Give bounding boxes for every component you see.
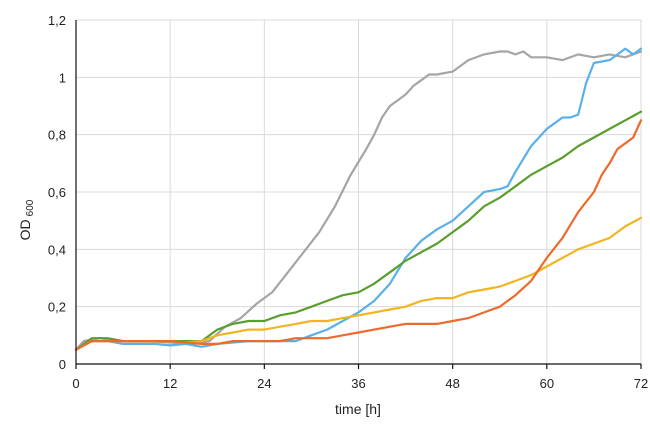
x-axis-title: time [h] bbox=[335, 401, 381, 417]
y-tick-label: 0 bbox=[59, 357, 66, 372]
series-line-2 bbox=[74, 47, 643, 351]
series-line-1 bbox=[74, 50, 643, 351]
x-tick-label: 0 bbox=[72, 376, 79, 391]
x-tick-label: 36 bbox=[351, 376, 365, 391]
y-axis-title: OD 600 bbox=[17, 199, 36, 240]
x-tick-label: 60 bbox=[540, 376, 554, 391]
y-tick-label: 0,8 bbox=[48, 128, 66, 143]
y-tick-label: 1 bbox=[59, 70, 66, 85]
series-line-5 bbox=[74, 119, 643, 351]
y-axis-title-main: OD bbox=[17, 219, 33, 240]
series-lines bbox=[74, 47, 643, 351]
y-axis-title-subscript: 600 bbox=[25, 199, 36, 216]
x-tick-label: 72 bbox=[634, 376, 648, 391]
y-tick-label: 0,4 bbox=[48, 242, 66, 257]
y-tick-label: 0,6 bbox=[48, 185, 66, 200]
axes bbox=[75, 20, 642, 369]
gridlines bbox=[76, 19, 642, 364]
tick-labels: 0 0,2 0,4 0,6 0,8 1 1,2 0 12 24 36 48 60 72 bbox=[48, 13, 648, 391]
x-tick-label: 24 bbox=[257, 376, 271, 391]
y-tick-label: 0,2 bbox=[48, 300, 66, 315]
x-tick-label: 12 bbox=[163, 376, 177, 391]
y-tick-label: 1,2 bbox=[48, 13, 66, 28]
x-tick-label: 48 bbox=[445, 376, 459, 391]
